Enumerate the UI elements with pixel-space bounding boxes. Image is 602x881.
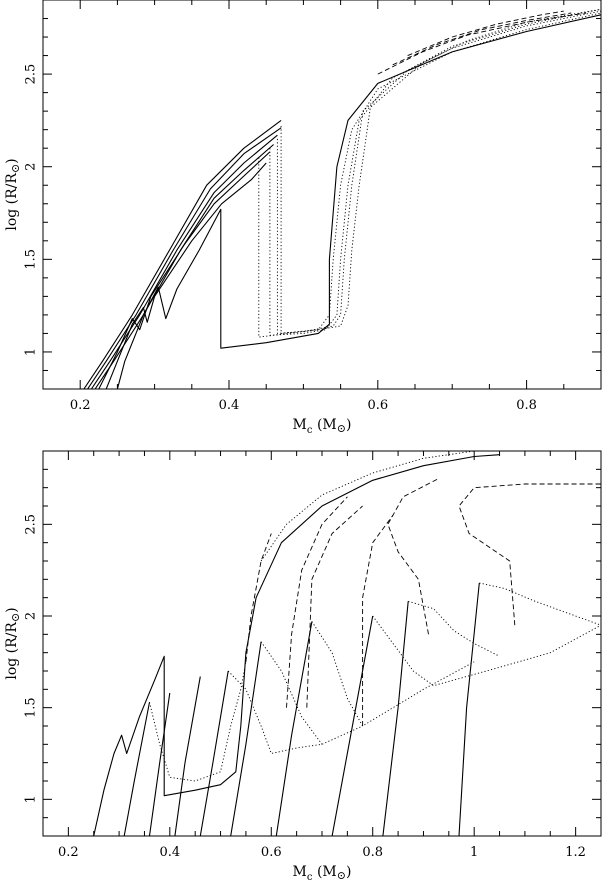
- series-line-solid-1: [93, 454, 500, 836]
- series-line-solid-4: [174, 676, 201, 836]
- series-line-dashed-24: [458, 483, 601, 626]
- series-line-dashed-20: [286, 496, 348, 708]
- y-tick-label: 2.5: [24, 64, 39, 85]
- series-line-solid-10: [458, 582, 480, 836]
- plot-frame: [42, 0, 602, 390]
- y-tick-label: 2: [24, 163, 39, 171]
- series-line-dotted-14: [311, 621, 475, 727]
- y-tick-label: 1.5: [24, 249, 39, 270]
- series-line-solid-5: [199, 670, 229, 836]
- series-line-dashed-12: [377, 12, 587, 75]
- x-tick-label: 1: [470, 845, 478, 860]
- x-tick-label: 0.6: [261, 845, 282, 860]
- x-axis-label: Mc (M⊙): [293, 864, 352, 881]
- series-line-dotted-18: [260, 451, 475, 562]
- x-tick-label: 0.8: [516, 398, 537, 413]
- x-tick-label: 0.2: [58, 845, 79, 860]
- series-line-solid-8: [331, 615, 374, 836]
- series-line-solid-4: [94, 144, 274, 389]
- series-line-solid-2: [87, 127, 282, 389]
- series-line-dotted-9: [269, 10, 601, 336]
- series-line-dashed-14: [407, 10, 564, 57]
- series-line-solid-1: [83, 119, 282, 389]
- series-line-dotted-17: [479, 582, 601, 626]
- series-line-dotted-10: [276, 8, 601, 334]
- series-line-solid-7: [275, 621, 313, 836]
- series-line-solid-6: [105, 162, 267, 389]
- series-line-solid-5: [98, 151, 271, 389]
- x-tick-label: 0.2: [70, 398, 91, 413]
- series-line-dotted-11: [280, 8, 601, 334]
- series-line-solid-9: [382, 601, 409, 836]
- x-axis-label: Mc (M⊙): [293, 417, 352, 436]
- x-tick-label: 1.2: [565, 845, 586, 860]
- chart-panel-2: 0.2 0.4 0.6 0.8 1 1.2 1 1.5 2 2.5 Mc (M⊙) log (R/R⊙…: [4, 450, 602, 881]
- series-line-solid-6: [230, 641, 262, 836]
- series-line-solid-3: [90, 134, 278, 389]
- series-line-dotted-8: [258, 12, 601, 338]
- series-line-dashed-21: [306, 505, 363, 708]
- x-tick-label: 0.4: [159, 845, 180, 860]
- y-tick-label: 2.5: [24, 514, 39, 535]
- x-tick-label: 0.4: [219, 398, 240, 413]
- series-line-solid-3: [148, 692, 171, 836]
- series-line-dashed-22: [362, 514, 394, 726]
- series-line-dashed-19: [245, 533, 272, 662]
- chart-panel-1: 0.2 0.4 0.6 0.8 1 1.5 2 2.5 Mc (M⊙) log (R/R⊙): [4, 0, 602, 436]
- plot-frame: [42, 450, 602, 837]
- y-tick-label: 2: [24, 612, 39, 620]
- series-group: [93, 451, 601, 836]
- series-line-dotted-16: [408, 600, 500, 657]
- series-group: [83, 8, 601, 389]
- y-tick-label: 1: [24, 348, 39, 356]
- series-line-dashed-13: [392, 12, 572, 66]
- y-axis-label: log (R/R⊙): [4, 158, 22, 230]
- series-line-dotted-15: [372, 615, 601, 687]
- series-line-dotted-13: [260, 641, 323, 745]
- y-axis-label: log (R/R⊙): [4, 607, 22, 679]
- y-tick-label: 1: [24, 795, 39, 803]
- x-tick-label: 0.6: [367, 398, 388, 413]
- y-tick-label: 1.5: [24, 697, 39, 718]
- x-tick-label: 0.8: [362, 845, 383, 860]
- series-line-dashed-23: [387, 478, 439, 635]
- series-line-solid-2: [123, 702, 151, 836]
- series-line-solid-7: [116, 14, 601, 389]
